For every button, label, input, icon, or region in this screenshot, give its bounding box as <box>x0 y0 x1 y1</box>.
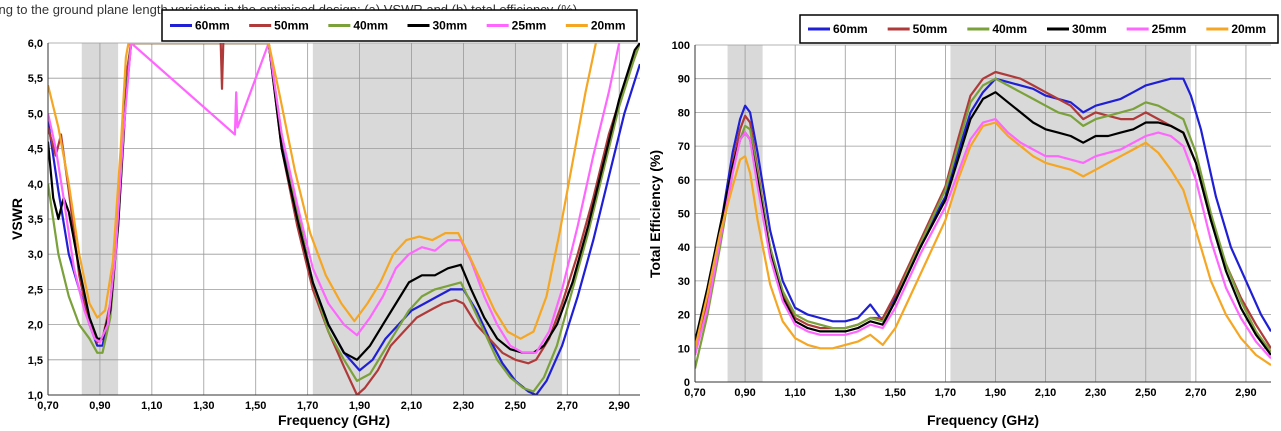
x-tick-label: 2,70 <box>557 400 578 412</box>
legend-label-60mm: 60mm <box>833 22 868 36</box>
efficiency-chart-panel: 0,70 0,90 1,10 1,30 1,50 1,70 1,90 2,10 2,30 2,50… <box>640 0 1281 431</box>
y-tick-label: 4,5 <box>28 144 43 156</box>
legend-label-25mm: 25mm <box>512 19 547 33</box>
x-tick-label: 2,90 <box>1235 387 1256 399</box>
y-tick-label: 5,5 <box>28 73 43 85</box>
y-tick-label: 5,0 <box>28 108 43 120</box>
x-tick-label: 2,30 <box>453 400 474 412</box>
y-tick-label: 100 <box>672 40 690 52</box>
legend-label-60mm: 60mm <box>195 19 230 33</box>
y-tick-label: 40 <box>678 242 690 254</box>
legend-label-30mm: 30mm <box>433 19 468 33</box>
x-tick-label: 1,10 <box>784 387 805 399</box>
y-tick-label: 50 <box>678 209 690 221</box>
series-line-20mm <box>48 43 597 340</box>
y-tick-label: 3,5 <box>28 214 43 226</box>
y-tick-label: 3,0 <box>28 249 43 261</box>
x-tick-label: 1,50 <box>245 400 266 412</box>
series-line-60mm <box>48 43 640 395</box>
x-axis-title: Frequency (GHz) <box>278 412 390 428</box>
series-line-spike-6 <box>219 43 225 90</box>
x-tick-label: 1,50 <box>885 387 906 399</box>
x-tick-label: 0,90 <box>89 400 110 412</box>
legend-label-20mm: 20mm <box>1231 22 1266 36</box>
efficiency-chart: 0,70 0,90 1,10 1,30 1,50 1,70 1,90 2,10 2,30 2,50… <box>647 14 1279 428</box>
series-line-40mm <box>695 77 1271 369</box>
y-tick-label: 6,0 <box>28 38 43 50</box>
vswr-chart-panel: …esponding to the ground plane length va… <box>0 0 640 431</box>
y-tick-label: 2,5 <box>28 284 43 296</box>
legend: 60mm 50mm 40mm 30mm 25mm 20mm <box>799 14 1279 44</box>
y-tick-label: 70 <box>678 141 690 153</box>
x-tick-label: 0,90 <box>734 387 755 399</box>
legend-label-40mm: 40mm <box>992 22 1027 36</box>
x-tick-label: 1,30 <box>835 387 856 399</box>
series-line-40mm <box>48 43 640 393</box>
legend-label-30mm: 30mm <box>1072 22 1107 36</box>
legend-label-50mm: 50mm <box>274 19 309 33</box>
x-tick-label: 0,70 <box>37 400 58 412</box>
legend-label-25mm: 25mm <box>1152 22 1187 36</box>
y-tick-label: 0 <box>684 377 690 389</box>
x-tick-label: 2,30 <box>1085 387 1106 399</box>
legend-label-40mm: 40mm <box>353 19 388 33</box>
legend: 60mm 50mm 40mm 30mm 25mm 20mm <box>161 9 638 42</box>
series-line-20mm <box>695 121 1271 367</box>
series-line-30mm <box>48 43 640 361</box>
x-tick-label: 2,50 <box>1135 387 1156 399</box>
x-tick-label: 2,10 <box>1035 387 1056 399</box>
legend-label-20mm: 20mm <box>591 19 626 33</box>
x-tick-label: 2,70 <box>1185 387 1206 399</box>
legend-box <box>799 14 1279 44</box>
x-tick-label: 1,10 <box>141 400 162 412</box>
vswr-chart: …esponding to the ground plane length va… <box>0 2 640 428</box>
y-tick-label: 10 <box>678 343 690 355</box>
y-tick-label: 4,0 <box>28 179 43 191</box>
y-tick-label: 1,0 <box>28 390 43 402</box>
x-tick-label: 0,70 <box>684 387 705 399</box>
series-line-25mm <box>695 118 1271 360</box>
y-tick-label: 30 <box>678 276 690 288</box>
legend-box <box>161 9 638 42</box>
x-axis-title: Frequency (GHz) <box>927 412 1039 428</box>
series-line-60mm <box>695 77 1271 349</box>
y-tick-label: 2,0 <box>28 320 43 332</box>
x-tick-label: 1,90 <box>985 387 1006 399</box>
y-tick-label: 20 <box>678 310 690 322</box>
x-tick-label: 1,30 <box>193 400 214 412</box>
y-tick-label: 60 <box>678 175 690 187</box>
y-tick-label: 1,5 <box>28 355 43 367</box>
x-tick-label: 1,90 <box>349 400 370 412</box>
x-tick-label: 1,70 <box>297 400 318 412</box>
x-tick-label: 2,10 <box>401 400 422 412</box>
y-tick-label: 90 <box>678 74 690 86</box>
x-tick-label: 2,90 <box>609 400 630 412</box>
y-tick-label: 80 <box>678 107 690 119</box>
y-axis-title: Total Efficiency (%) <box>647 150 663 278</box>
series-line-25mm <box>48 43 621 354</box>
legend-label-50mm: 50mm <box>913 22 948 36</box>
x-tick-label: 2,50 <box>505 400 526 412</box>
y-axis-title: VSWR <box>9 198 25 240</box>
x-tick-label: 1,70 <box>935 387 956 399</box>
